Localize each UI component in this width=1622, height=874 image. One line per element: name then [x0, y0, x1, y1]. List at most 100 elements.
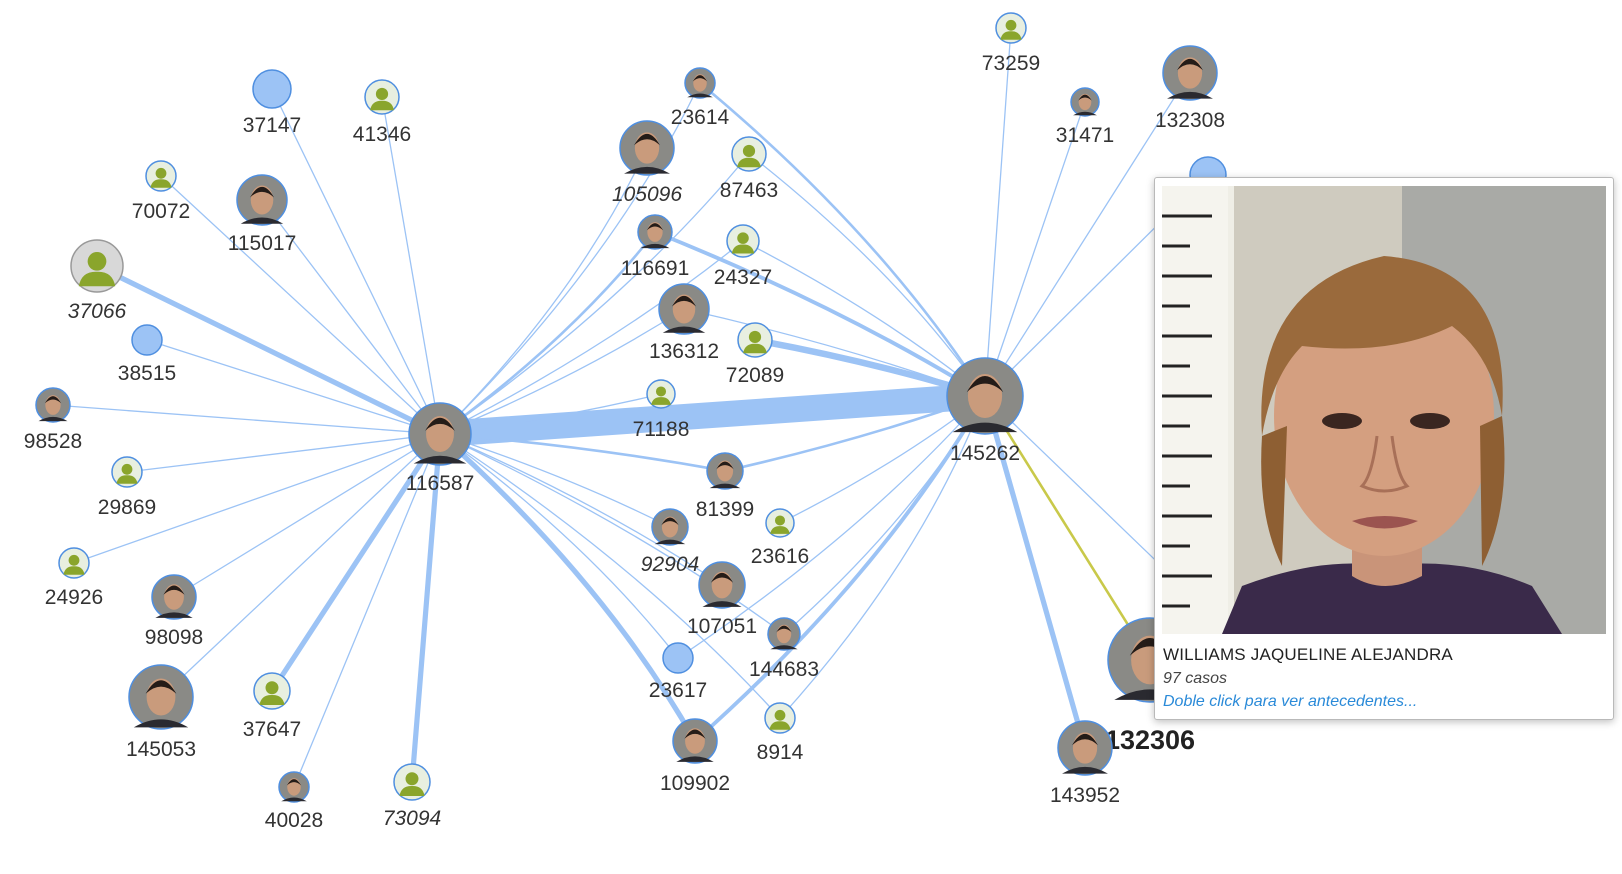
shirt-icon — [662, 326, 706, 333]
node-label: 132306 — [1105, 725, 1195, 755]
shirt-icon — [1167, 91, 1213, 99]
person-name: WILLIAMS JAQUELINE ALEJANDRA — [1163, 645, 1453, 664]
person-body-icon — [1000, 31, 1022, 40]
graph-node-38515[interactable]: 38515 — [118, 324, 176, 385]
node-label: 23614 — [671, 106, 730, 129]
hair-icon — [1177, 58, 1203, 71]
edge-116587-87463 — [439, 153, 750, 435]
edge-116587-98528 — [52, 404, 441, 435]
graph-node-136312[interactable]: 136312 — [649, 283, 719, 363]
graph-node-73094[interactable]: 73094 — [383, 763, 441, 830]
graph-node-40028[interactable]: 40028 — [265, 771, 323, 832]
person-body-icon — [731, 244, 755, 254]
graph-node-109902[interactable]: 109902 — [660, 718, 730, 795]
node-label: 40028 — [265, 809, 323, 832]
graph-node-24926[interactable]: 24926 — [45, 547, 103, 609]
node-label: 23617 — [649, 679, 707, 702]
node-label: 37647 — [243, 718, 301, 741]
graph-node-23614[interactable]: 23614 — [671, 67, 730, 129]
node-label: 23616 — [751, 545, 809, 568]
graph-node-92904[interactable]: 92904 — [641, 508, 699, 576]
edge-116587-81399 — [438, 432, 727, 473]
edge-116587-145053 — [160, 433, 441, 698]
node-label: 143952 — [1050, 784, 1120, 807]
graph-node-116691[interactable]: 116691 — [621, 214, 690, 280]
graph-node-107051[interactable]: 107051 — [687, 561, 757, 638]
edge-116587-105096 — [439, 147, 648, 435]
node-label: 145262 — [950, 442, 1020, 465]
graph-node-29869[interactable]: 29869 — [98, 456, 156, 519]
person-body-icon — [770, 526, 790, 534]
graph-node-23617[interactable]: 23617 — [649, 642, 707, 702]
hair-icon — [286, 779, 302, 786]
graph-node-72089[interactable]: 72089 — [726, 322, 784, 387]
node-label: 105096 — [612, 183, 682, 206]
graph-node-116587[interactable]: 116587 — [406, 402, 475, 495]
graph-node-143952[interactable]: 143952 — [1050, 720, 1120, 807]
graph-node-70072[interactable]: 70072 — [132, 160, 190, 223]
node-label: 145053 — [126, 738, 196, 761]
node-label: 73259 — [982, 52, 1040, 75]
hair-icon — [966, 376, 1004, 393]
node-label: 87463 — [720, 179, 778, 202]
graph-node-115017[interactable]: 115017 — [228, 174, 297, 255]
node-label: 38515 — [118, 362, 176, 385]
graph-node-41346[interactable]: 41346 — [353, 79, 411, 146]
hair-icon — [710, 572, 734, 583]
graph-node-98098[interactable]: 98098 — [145, 574, 203, 649]
person-tooltip: WILLIAMS JAQUELINE ALEJANDRA 97 casos Do… — [1154, 177, 1614, 720]
graph-node-8914[interactable]: 8914 — [757, 702, 804, 764]
node-label: 81399 — [696, 498, 754, 521]
graph-node-144683[interactable]: 144683 — [749, 617, 819, 681]
node-label: 37147 — [243, 114, 301, 137]
graph-node-37147[interactable]: 37147 — [243, 69, 301, 137]
node-label: 107051 — [687, 615, 757, 638]
person-head-icon — [265, 681, 279, 695]
case-count: 97 casos — [1163, 670, 1228, 687]
graph-node-145053[interactable]: 145053 — [126, 664, 196, 761]
person-head-icon — [405, 772, 419, 786]
hair-icon — [692, 75, 708, 82]
shirt-icon — [1073, 111, 1097, 116]
hair-icon — [163, 585, 185, 595]
edge-116587-145262 — [427, 383, 998, 447]
edge-116587-40028 — [293, 433, 441, 788]
graph-node-37647[interactable]: 37647 — [243, 672, 301, 741]
graph-node-23616[interactable]: 23616 — [751, 508, 809, 568]
shirt-icon — [240, 217, 284, 224]
shirt-icon — [624, 166, 670, 174]
graph-node-98528[interactable]: 98528 — [24, 387, 82, 453]
person-body-icon — [259, 694, 285, 706]
edge-145262-31471 — [984, 101, 1086, 397]
graph-node-73259[interactable]: 73259 — [982, 12, 1040, 75]
node-label: 70072 — [132, 200, 190, 223]
graph-node-132308[interactable]: 132308 — [1155, 45, 1225, 132]
node-label: 8914 — [757, 741, 804, 764]
node-label: 31471 — [1056, 124, 1114, 147]
edge-116587-116691 — [438, 230, 657, 436]
graph-node-71188[interactable]: 71188 — [633, 379, 690, 441]
edge-116587-38515 — [146, 339, 441, 435]
graph-node-31471[interactable]: 31471 — [1056, 87, 1114, 147]
person-head-icon — [87, 251, 107, 271]
edge-116587-70072 — [160, 175, 441, 435]
view-records-link[interactable]: Doble click para ver antecedentes... — [1163, 693, 1418, 710]
shirt-icon — [770, 645, 798, 650]
graph-node-81399[interactable]: 81399 — [696, 452, 754, 521]
person-body-icon — [370, 100, 394, 111]
graph-node-24327[interactable]: 24327 — [714, 224, 772, 289]
node-label: 98528 — [24, 430, 82, 453]
graph-node-87463[interactable]: 87463 — [720, 136, 778, 202]
edge-145262-109902 — [693, 394, 987, 743]
edge-116587-29869 — [126, 433, 441, 473]
node-label: 29869 — [98, 496, 156, 519]
graph-node-37066[interactable]: 37066 — [68, 239, 127, 323]
edge-145262-87463 — [748, 153, 986, 397]
hair-icon — [684, 729, 706, 739]
shirt-icon — [413, 455, 467, 464]
graph-node-105096[interactable]: 105096 — [612, 120, 682, 206]
person-body-icon — [769, 721, 791, 730]
graph-node-145262[interactable]: 145262 — [946, 357, 1024, 465]
hair-icon — [646, 223, 664, 231]
